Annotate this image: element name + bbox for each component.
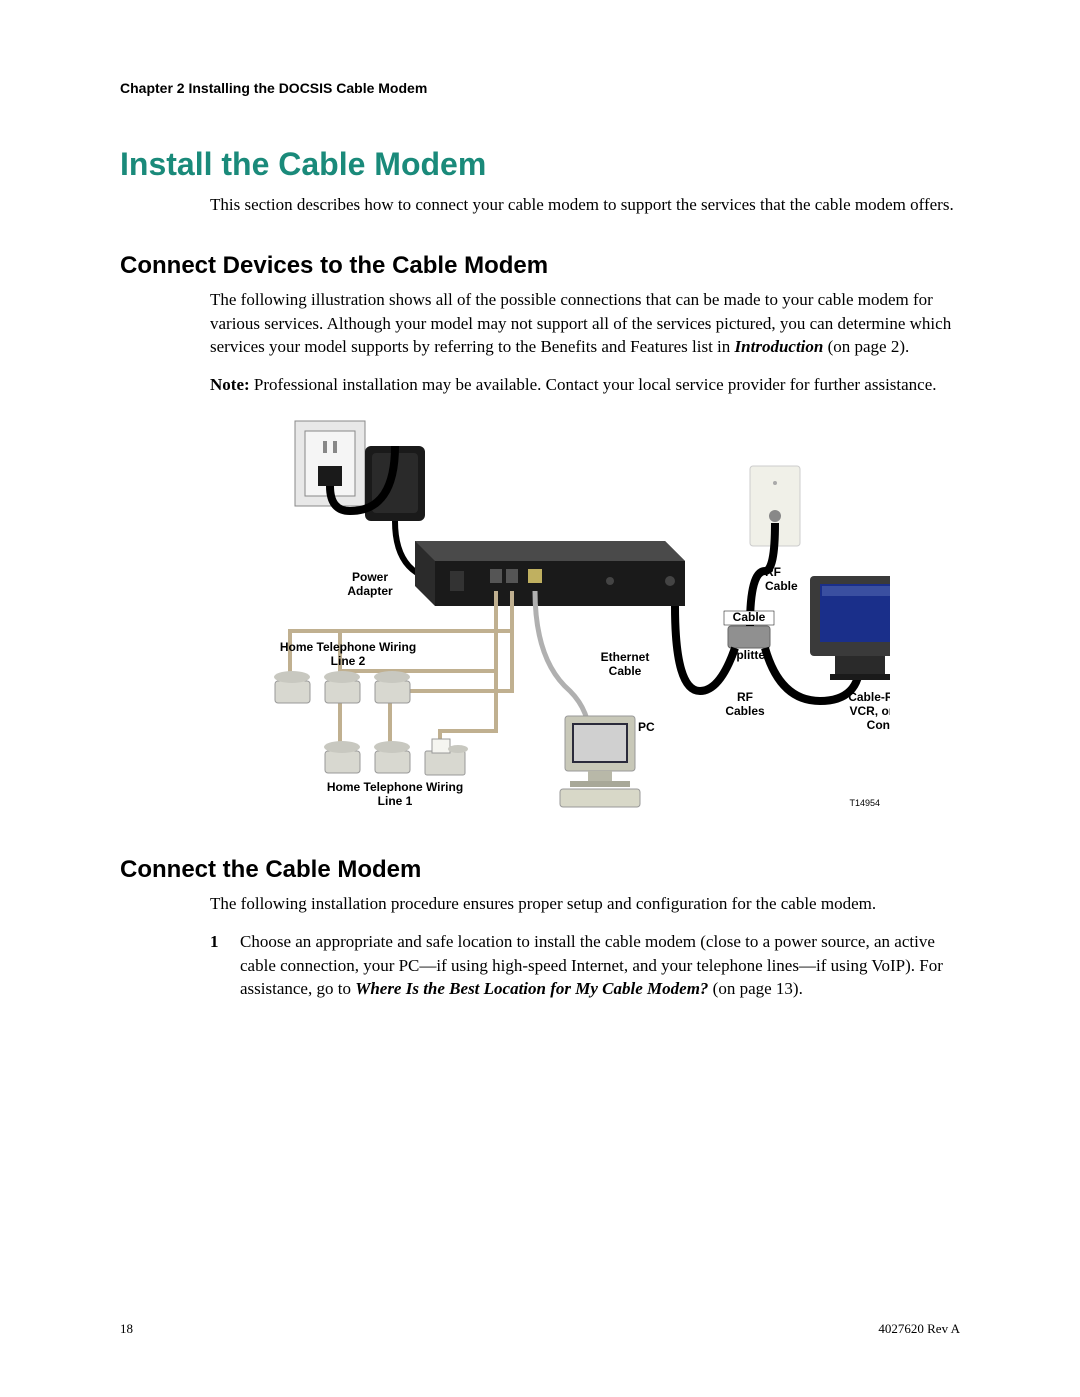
item1-text-b: (on page 13). bbox=[708, 979, 802, 998]
doc-rev: 4027620 Rev A bbox=[878, 1321, 960, 1337]
diagram-svg: PowerAdapter Home Telephone WiringLine 2… bbox=[210, 411, 890, 821]
list-content: Choose an appropriate and safe location … bbox=[240, 930, 960, 1001]
phone-icon bbox=[274, 671, 310, 703]
line1-label: Home Telephone WiringLine 1 bbox=[327, 780, 463, 808]
chapter-header: Chapter 2 Installing the DOCSIS Cable Mo… bbox=[120, 80, 960, 96]
ethernet-label: EthernetCable bbox=[601, 650, 650, 678]
intro-paragraph: This section describes how to connect yo… bbox=[210, 193, 960, 217]
section1-p2: Note: Professional installation may be a… bbox=[210, 373, 960, 397]
note-label: Note: bbox=[210, 375, 250, 394]
connection-diagram: PowerAdapter Home Telephone WiringLine 2… bbox=[210, 411, 960, 826]
section1-heading: Connect Devices to the Cable Modem bbox=[120, 252, 960, 280]
phone-icon bbox=[374, 741, 410, 773]
page-footer: 18 4027620 Rev A bbox=[120, 1321, 960, 1337]
list-number: 1 bbox=[210, 930, 240, 1001]
p1-ref: Introduction bbox=[735, 337, 824, 356]
item1-ref: Where Is the Best Location for My Cable … bbox=[355, 979, 708, 998]
main-heading: Install the Cable Modem bbox=[120, 146, 960, 183]
list-item-1: 1 Choose an appropriate and safe locatio… bbox=[210, 930, 960, 1001]
pc-icon bbox=[560, 716, 640, 807]
rf-cable-label: RFCable bbox=[765, 565, 798, 593]
p2-text-a: Professional installation may be availab… bbox=[250, 375, 937, 394]
pc-label: PC bbox=[638, 720, 655, 734]
section2-p1: The following installation procedure ens… bbox=[210, 892, 960, 916]
modem-icon bbox=[415, 541, 685, 606]
section2-heading: Connect the Cable Modem bbox=[120, 856, 960, 884]
rf-cables-label: RFCables bbox=[725, 690, 765, 718]
phone-icon bbox=[324, 671, 360, 703]
section1-p1: The following illustration shows all of … bbox=[210, 288, 960, 359]
line2-label: Home Telephone WiringLine 2 bbox=[280, 640, 416, 668]
splitter-label2: Splitter bbox=[728, 648, 770, 662]
fax-icon bbox=[425, 739, 468, 775]
phone-icon bbox=[324, 741, 360, 773]
splitter-label: Cable bbox=[733, 610, 766, 624]
phone-icon bbox=[374, 671, 410, 703]
tv-icon bbox=[810, 576, 890, 680]
p1-text-b: (on page 2). bbox=[823, 337, 909, 356]
diagram-code: T14954 bbox=[849, 798, 880, 808]
tv-label: Cable-Ready TV,VCR, or Set-TopConverter bbox=[848, 690, 890, 732]
page-number: 18 bbox=[120, 1321, 133, 1337]
power-adapter-label: PowerAdapter bbox=[347, 570, 393, 598]
